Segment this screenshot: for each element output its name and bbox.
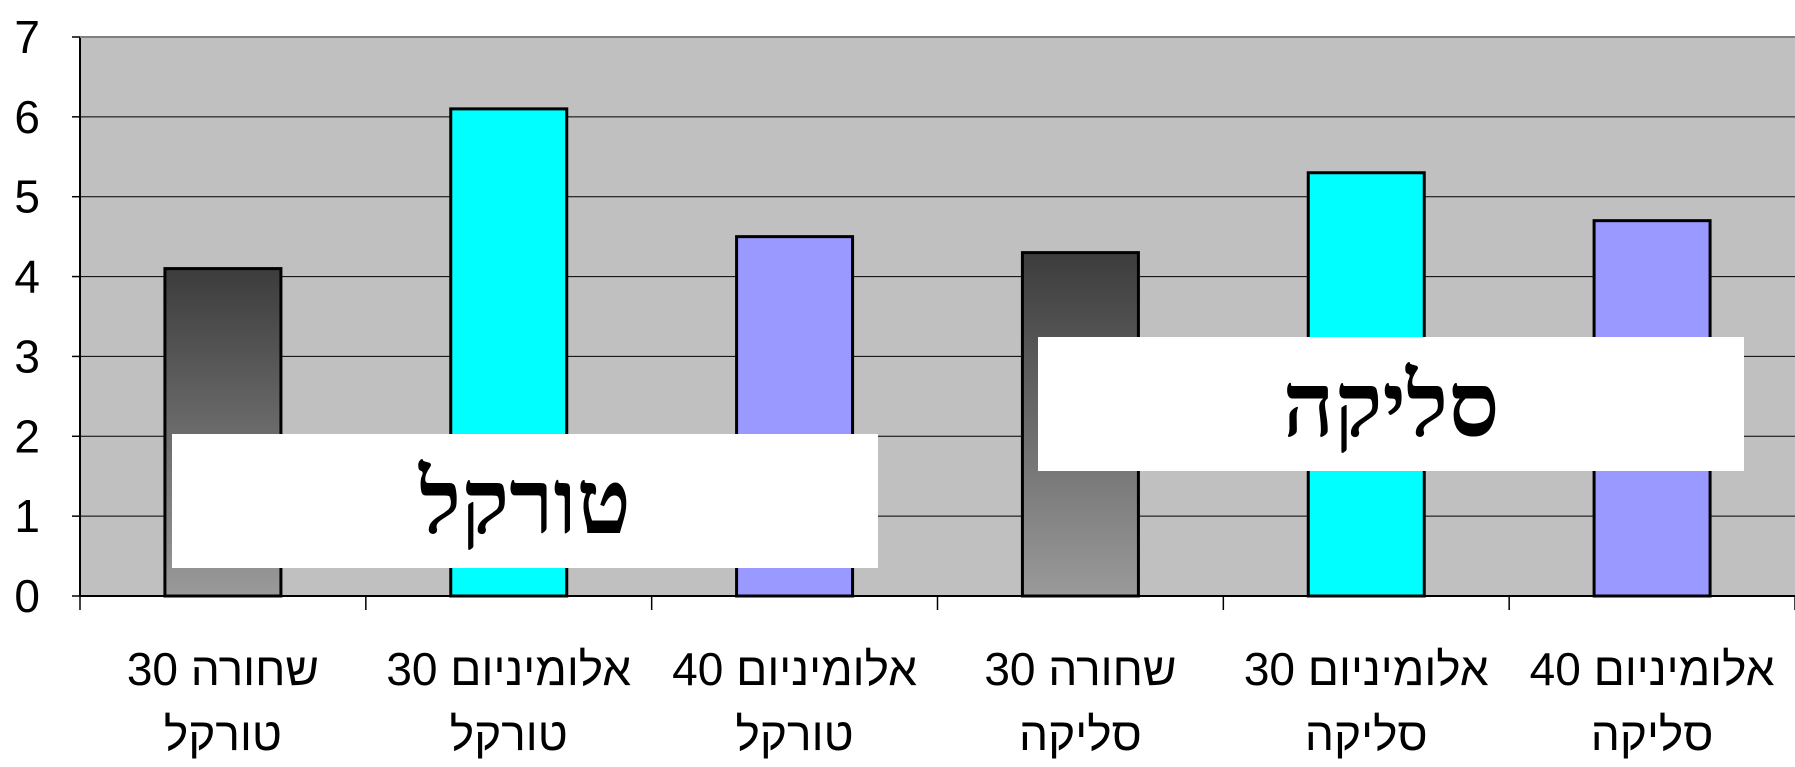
y-tick-labels: 0 1 2 3 4 5 6 7 xyxy=(14,11,80,622)
y-tick-label: 5 xyxy=(14,171,40,223)
annotation-box xyxy=(172,434,878,568)
x-tick-label: אלומיניום 30 xyxy=(1244,643,1489,695)
x-tick-labels: שחורה 30 טורקל אלומיניום 30 טורקל אלומיניום … xyxy=(127,643,1775,760)
x-tick-label: טורקל xyxy=(736,708,854,760)
y-tick-label: 1 xyxy=(14,490,40,542)
y-tick-label: 0 xyxy=(14,570,40,622)
x-tick-label: שחורה 30 xyxy=(127,643,319,695)
annotation-label: סליקה xyxy=(1283,352,1500,458)
x-tick-label: סליקה xyxy=(1305,708,1428,760)
x-tick-label: סליקה xyxy=(1019,708,1142,760)
y-tick-label: 7 xyxy=(14,11,40,63)
annotation-box xyxy=(1038,337,1744,471)
y-tick-label: 3 xyxy=(14,330,40,382)
y-tick-label: 6 xyxy=(14,91,40,143)
annotation-label: טורקל xyxy=(418,449,631,555)
x-tick-label: סליקה xyxy=(1591,708,1714,760)
x-tick-label: אלומיניום 40 xyxy=(672,643,917,695)
x-tick-label: אלומיניום 30 xyxy=(386,643,631,695)
annotations: טורקל סליקה xyxy=(172,337,1744,568)
x-tick-label: טורקל xyxy=(164,708,282,760)
axes xyxy=(79,36,1795,610)
x-tick-label: שחורה 30 xyxy=(984,643,1176,695)
y-tick-label: 4 xyxy=(14,251,40,303)
x-tick-label: טורקל xyxy=(450,708,568,760)
x-tick-label: אלומיניום 40 xyxy=(1530,643,1775,695)
y-tick-label: 2 xyxy=(14,410,40,462)
